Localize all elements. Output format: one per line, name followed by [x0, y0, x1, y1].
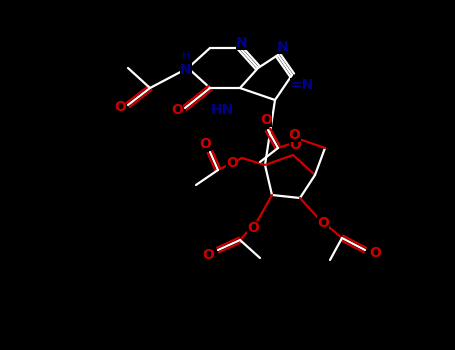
Text: O: O: [289, 138, 301, 152]
Text: O: O: [260, 113, 272, 127]
Text: O: O: [171, 103, 183, 117]
Text: N: N: [236, 36, 248, 50]
Text: O: O: [317, 216, 329, 230]
Text: =N: =N: [290, 78, 313, 92]
Text: O: O: [114, 100, 126, 114]
Text: N: N: [180, 63, 192, 77]
Text: O: O: [226, 156, 238, 170]
Text: N: N: [277, 40, 289, 54]
Text: HN: HN: [210, 103, 233, 117]
Text: O: O: [369, 246, 381, 260]
Text: H: H: [182, 51, 190, 61]
Text: O: O: [288, 128, 300, 142]
Text: O: O: [247, 221, 259, 235]
Text: O: O: [199, 137, 211, 151]
Text: O: O: [202, 248, 214, 262]
